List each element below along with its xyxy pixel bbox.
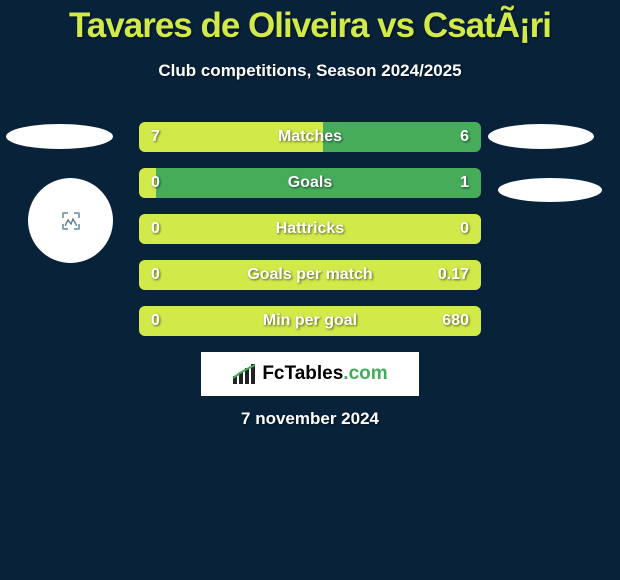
right-player-ellipse: [488, 124, 594, 149]
stat-row: 01Goals: [139, 168, 481, 198]
stat-row: 00.17Goals per match: [139, 260, 481, 290]
comparison-bars: 76Matches 01Goals 00Hattricks 00.17Goals pe…: [139, 122, 481, 352]
stat-label: Min per goal: [139, 312, 481, 330]
brand-name: FcTables: [262, 363, 343, 384]
stat-label: Matches: [139, 128, 481, 146]
stat-label: Goals: [139, 174, 481, 192]
avatar-placeholder: [62, 212, 80, 230]
stat-label: Hattricks: [139, 220, 481, 238]
image-placeholder-icon: [65, 216, 77, 226]
date-label: 7 november 2024: [0, 409, 620, 429]
stat-label: Goals per match: [139, 266, 481, 284]
brand-text: FcTables.com: [262, 363, 387, 385]
right-club-ellipse: [498, 178, 602, 202]
left-club-avatar: [28, 178, 113, 263]
left-player-ellipse: [6, 124, 113, 149]
stat-row: 00Hattricks: [139, 214, 481, 244]
brand-box: FcTables.com: [201, 352, 419, 396]
page-title: Tavares de Oliveira vs CsatÃ¡ri: [0, 0, 620, 46]
stat-row: 76Matches: [139, 122, 481, 152]
brand-suffix: .com: [343, 363, 387, 384]
stat-row: 0680Min per goal: [139, 306, 481, 336]
subtitle: Club competitions, Season 2024/2025: [0, 61, 620, 81]
brand-chart-icon: [232, 364, 258, 384]
